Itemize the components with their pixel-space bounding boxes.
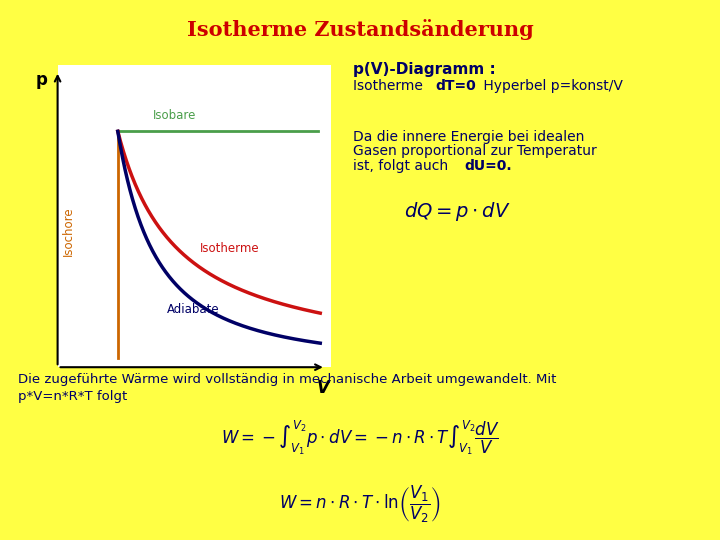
Text: V: V [317,380,330,397]
Text: Gasen proportional zur Temperatur: Gasen proportional zur Temperatur [353,144,597,158]
Text: ist, folgt auch: ist, folgt auch [353,159,452,173]
Text: Isochore: Isochore [62,206,75,256]
Text: p(V)-Diagramm :: p(V)-Diagramm : [353,62,495,77]
Text: Hyperbel p=konst/V: Hyperbel p=konst/V [479,79,623,93]
Text: Isotherme Zustandsänderung: Isotherme Zustandsänderung [186,19,534,40]
Text: Isotherme: Isotherme [200,242,259,255]
Text: Die zugeführte Wärme wird vollständig in mechanische Arbeit umgewandelt. Mit: Die zugeführte Wärme wird vollständig in… [18,373,557,386]
Text: $W = -\int_{V_1}^{V_2} p \cdot dV = -n \cdot R \cdot T\int_{V_1}^{V_2} \dfrac{dV: $W = -\int_{V_1}^{V_2} p \cdot dV = -n \… [220,418,500,457]
Text: dT=0: dT=0 [436,79,477,93]
Text: p: p [35,71,47,89]
Text: Isobare: Isobare [153,109,197,122]
Text: dU=0.: dU=0. [464,159,512,173]
Text: Isotherme: Isotherme [353,79,427,93]
Text: p*V=n*R*T folgt: p*V=n*R*T folgt [18,390,127,403]
Text: $W = n \cdot R \cdot T \cdot \ln\!\left(\dfrac{V_1}{V_2}\right)$: $W = n \cdot R \cdot T \cdot \ln\!\left(… [279,483,441,524]
Text: Adiabate: Adiabate [167,303,220,316]
Text: Da die innere Energie bei idealen: Da die innere Energie bei idealen [353,130,584,144]
Text: $dQ = p \cdot dV$: $dQ = p \cdot dV$ [404,200,510,223]
